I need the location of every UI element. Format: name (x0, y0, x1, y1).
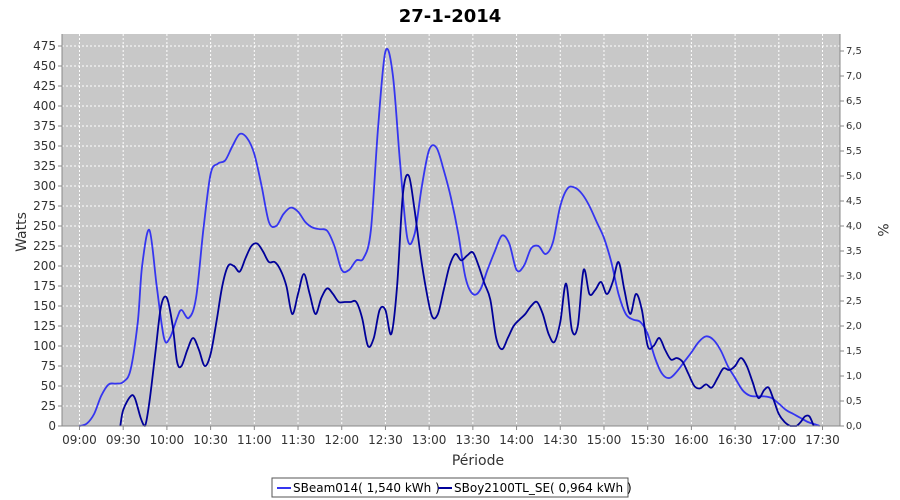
x-tick-label-11-00: 11:00 (237, 433, 272, 447)
x-tick-label-14-30: 14:30 (543, 433, 578, 447)
y2-tick-label-3-5: 3,5 (846, 246, 862, 257)
y2-tick-label-4-5: 4,5 (846, 196, 862, 207)
y-tick-label-350: 350 (33, 139, 56, 153)
x-tick-label-14-00: 14:00 (499, 433, 534, 447)
y-tick-label-50: 50 (41, 379, 56, 393)
y-tick-label-125: 125 (33, 319, 56, 333)
x-axis-label: Période (452, 453, 504, 469)
x-tick-label-12-30: 12:30 (368, 433, 403, 447)
y2-axis-label: % (874, 223, 890, 236)
legend-label-sboy2100tl: SBoy2100TL_SE( 0,964 kWh ) (454, 481, 632, 495)
y2-tick-label-3-0: 3,0 (846, 271, 862, 282)
y-tick-label-225: 225 (33, 239, 56, 253)
y2-tick-label-6-0: 6,0 (846, 121, 862, 132)
x-tick-label-09-30: 09:30 (106, 433, 141, 447)
series-line-sbeam014 (79, 47, 820, 427)
y2-tick-label-1-5: 1,5 (846, 346, 862, 357)
y-tick-label-100: 100 (33, 339, 56, 353)
x-tick-label-10-00: 10:00 (150, 433, 185, 447)
y-tick-label-450: 450 (33, 59, 56, 73)
y-tick-label-150: 150 (33, 299, 56, 313)
x-tick-label-10-30: 10:30 (193, 433, 228, 447)
x-tick-label-13-00: 13:00 (412, 433, 447, 447)
y-tick-label-425: 425 (33, 79, 56, 93)
grid-lines (62, 34, 840, 427)
y2-tick-label-7-0: 7,0 (846, 71, 862, 82)
y2-tick-label-2-0: 2,0 (846, 321, 862, 332)
y-tick-label-475: 475 (33, 39, 56, 53)
x-tick-label-16-30: 16:30 (718, 433, 753, 447)
y2-tick-label-0-0: 0,0 (846, 421, 862, 432)
x-tick-label-15-30: 15:30 (630, 433, 665, 447)
x-tick-label-17-30: 17:30 (805, 433, 840, 447)
x-tick-label-17-00: 17:00 (762, 433, 797, 447)
y-tick-label-275: 275 (33, 199, 56, 213)
y2-tick-label-1-0: 1,0 (846, 371, 862, 382)
y-tick-label-25: 25 (41, 399, 56, 413)
y-tick-label-325: 325 (33, 159, 56, 173)
x-axis-ticks: 09:00 09:30 10:00 10:30 11:00 11:30 12:00 12:30… (62, 426, 840, 447)
x-tick-label-11-30: 11:30 (281, 433, 316, 447)
series-line-sboy2100tl (119, 173, 815, 427)
y2-tick-label-2-5: 2,5 (846, 296, 862, 307)
y2-tick-label-0-5: 0,5 (846, 396, 862, 407)
y-tick-label-0: 0 (48, 419, 56, 433)
x-tick-label-16-00: 16:00 (674, 433, 709, 447)
x-tick-label-09-00: 09:00 (62, 433, 97, 447)
y2-tick-label-7-5: 7,5 (846, 46, 862, 57)
chart-title: 27-1-2014 (399, 6, 502, 27)
y2-tick-label-6-5: 6,5 (846, 96, 862, 107)
series-layer (79, 47, 820, 427)
y2-tick-label-5-5: 5,5 (846, 146, 862, 157)
y-axis-ticks: 0 25 50 75 100 125 150 175 200 225 250 275 300 325 350… (33, 39, 62, 433)
legend-label-sbeam014: SBeam014( 1,540 kWh ) (293, 481, 440, 495)
y-tick-label-300: 300 (33, 179, 56, 193)
y2-axis-ticks: 0,0 0,5 1,0 1,5 2,0 2,5 3,0 3,5 4,0 4,5 5,0 5,5 6,0 6… (840, 46, 862, 432)
x-tick-label-12-00: 12:00 (324, 433, 359, 447)
plot-area (62, 34, 840, 426)
y-axis-label: Watts (14, 212, 30, 252)
y-tick-label-250: 250 (33, 219, 56, 233)
y-tick-label-400: 400 (33, 99, 56, 113)
legend: SBeam014( 1,540 kWh ) SBoy2100TL_SE( 0,9… (271, 477, 632, 498)
x-tick-label-15-00: 15:00 (587, 433, 622, 447)
y2-tick-label-5-0: 5,0 (846, 171, 862, 182)
y2-tick-label-4-0: 4,0 (846, 221, 862, 232)
y-tick-label-75: 75 (41, 359, 56, 373)
y-tick-label-375: 375 (33, 119, 56, 133)
x-tick-label-13-30: 13:30 (456, 433, 491, 447)
y-tick-label-175: 175 (33, 279, 56, 293)
y-tick-label-200: 200 (33, 259, 56, 273)
